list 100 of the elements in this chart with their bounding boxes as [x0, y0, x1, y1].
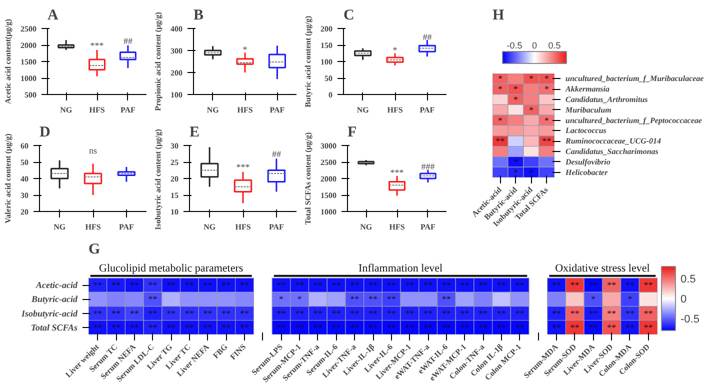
data-label: **	[644, 308, 654, 318]
y-tick-label: 100	[320, 58, 332, 66]
y-tick-label: Candidatus_Saccharimonas	[566, 147, 658, 156]
chart-title: E	[190, 124, 200, 140]
data-label: *	[514, 84, 518, 94]
data-label: **	[588, 280, 598, 290]
data-label: **	[112, 322, 122, 332]
data-label: **	[368, 322, 378, 332]
data-label: **	[184, 322, 194, 332]
data-label: **	[424, 322, 434, 332]
data-label: **	[313, 308, 323, 318]
data-label: **	[203, 280, 213, 290]
color-bar-label: 0	[532, 40, 538, 50]
data-label: **	[552, 322, 562, 332]
data-label: **	[478, 322, 488, 332]
data-label: **	[588, 322, 598, 332]
data-label: **	[496, 136, 506, 146]
data-label: *	[529, 167, 534, 178]
x-tick-label: PAF	[420, 222, 436, 232]
data-label: **	[515, 280, 525, 290]
y-tick-label: 2500	[20, 24, 36, 34]
data-label: **	[442, 308, 452, 318]
y-tick-label: 0	[328, 90, 332, 100]
data-label: **	[368, 308, 378, 318]
data-label: **	[130, 322, 140, 332]
x-tick-label: PAF	[268, 222, 284, 232]
text: Oxidative stress level	[555, 262, 650, 274]
data-label: **	[552, 280, 562, 290]
data-label: **	[386, 294, 396, 304]
data-label: **	[405, 322, 415, 332]
data-label: **	[350, 308, 360, 318]
data-label: *	[514, 167, 518, 178]
x-tick-label: PAF	[120, 106, 136, 114]
data-label: *	[498, 115, 503, 126]
data-label: *	[529, 74, 534, 84]
text: Glucolipid metabolic parameters	[99, 262, 244, 274]
annotation: ###	[421, 162, 436, 172]
data-label: **	[460, 322, 470, 332]
color-bar-label: -0.5	[680, 314, 700, 326]
data-label: *	[514, 94, 518, 104]
data-label: **	[515, 308, 525, 318]
data-label: **	[112, 280, 122, 290]
y-tick-label: 2000	[20, 41, 36, 50]
y-tick-label: 60	[20, 142, 28, 150]
data-label: **	[148, 322, 158, 332]
data-label: **	[240, 322, 250, 332]
color-bar-label: 0.5	[680, 274, 696, 286]
data-label: **	[222, 308, 232, 318]
data-label: **	[515, 322, 525, 332]
data-label: **	[203, 322, 213, 332]
data-label: *	[544, 74, 550, 84]
data-label: **	[276, 308, 286, 318]
data-label: **	[313, 280, 323, 290]
x-tick-label: PAF	[270, 106, 285, 114]
y-axis-title: Propionic acid content (μg/g)	[154, 12, 162, 111]
y-tick-label: Total SCFAs	[30, 322, 78, 332]
y-tick-label: 200	[320, 24, 332, 34]
data-label: **	[222, 280, 232, 290]
annotation: ##	[422, 32, 432, 42]
data-label: **	[552, 308, 562, 318]
data-label: **	[607, 308, 617, 318]
data-label: **	[570, 308, 580, 318]
annotation: *	[242, 44, 248, 54]
data-label: **	[625, 280, 635, 290]
y-tick-label: Lactococcus	[564, 126, 606, 136]
chart-title: D	[40, 124, 50, 140]
annotation: ns	[89, 146, 98, 156]
y-tick-label: 1500	[20, 58, 36, 66]
y-tick-label: 40	[20, 174, 28, 184]
data-label: **	[405, 308, 415, 318]
y-tick-label: 400	[170, 24, 182, 34]
y-tick-label: Ruminococcaceae_UCG-014	[564, 136, 662, 146]
data-label: *	[297, 294, 302, 304]
chart-title: C	[344, 8, 354, 24]
y-tick-label: Akkermansia	[564, 84, 610, 94]
data-label: **	[442, 322, 452, 332]
y-axis-title: Total SCFAs content (μg/g)	[304, 132, 312, 225]
data-label: **	[570, 280, 580, 290]
x-tick-label: NG	[60, 106, 72, 114]
data-label: **	[93, 308, 103, 318]
data-label: **	[368, 280, 378, 290]
y-tick-label: Candidatus_Arthromitus	[566, 95, 648, 104]
data-label: **	[644, 280, 654, 290]
y-tick-label: Muribaculum	[564, 105, 612, 114]
data-label: *	[628, 294, 633, 304]
chart-title: A	[48, 8, 58, 24]
chart-title: H	[492, 8, 504, 24]
data-label: **	[184, 280, 194, 290]
data-label: *	[529, 104, 534, 115]
data-label: **	[148, 308, 158, 318]
y-tick-label: 500	[24, 90, 36, 100]
y-tick-label: 25	[170, 158, 178, 167]
data-label: **	[295, 322, 305, 332]
x-tick-label: HFS	[389, 222, 406, 232]
data-label: **	[424, 280, 434, 290]
x-tick-label: HFS	[237, 106, 254, 114]
data-label: **	[240, 308, 250, 318]
data-label: **	[442, 280, 452, 290]
data-label: **	[386, 322, 396, 332]
data-label: **	[460, 308, 470, 318]
